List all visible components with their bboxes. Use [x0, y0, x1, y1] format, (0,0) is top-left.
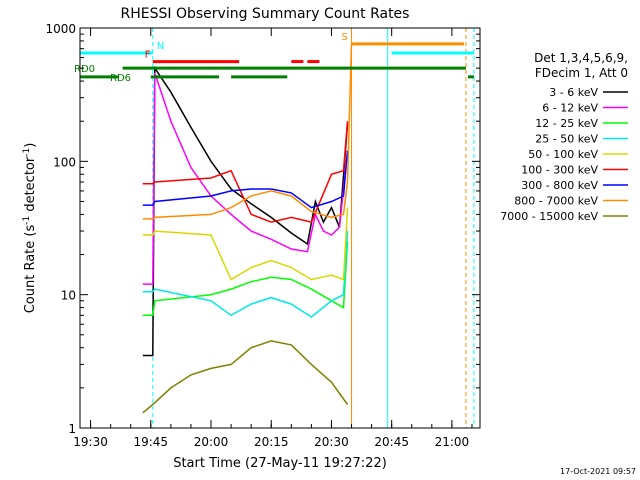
y-tick-label: 10	[61, 289, 76, 303]
x-axis-label: Start Time (27-May-11 19:27:22)	[173, 456, 387, 471]
y-tick-label: 100	[53, 155, 76, 169]
series-line-8	[142, 340, 349, 414]
series-line-5	[142, 121, 349, 223]
x-tick-label: 19:45	[133, 435, 168, 449]
flag-label-rd6: RD6	[110, 73, 131, 84]
y-tick-label: 1	[68, 422, 76, 436]
x-tick-label: 20:15	[254, 435, 289, 449]
flag-label-n: N	[157, 41, 164, 52]
legend-header-line-2: FDecim 1, Att 0	[535, 66, 628, 80]
x-tick-label: 20:00	[194, 435, 229, 449]
legend: Det 1,3,4,5,6,9, FDecim 1, Att 0 3 - 6 k…	[500, 51, 628, 223]
series-line-6	[142, 150, 349, 209]
y-axis-label: Count Rate (s-1 detector-1)	[22, 143, 38, 314]
chart-title: RHESSI Observing Summary Count Rates	[121, 6, 410, 22]
plot-area: NF S RD0 RD6	[74, 28, 475, 428]
legend-label: 25 - 50 keV	[535, 133, 598, 146]
y-tick-label: 1000	[45, 22, 76, 36]
flag-label-s: S	[342, 32, 348, 43]
flag-label-rd0: RD0	[74, 64, 95, 75]
legend-label: 300 - 800 keV	[521, 179, 598, 192]
legend-label: 6 - 12 keV	[542, 102, 598, 115]
series-line-3	[142, 231, 349, 318]
flag-label-f: F	[145, 50, 151, 61]
series-line-0	[142, 65, 349, 357]
x-tick-label: 21:00	[435, 435, 470, 449]
series-line-7	[142, 43, 353, 220]
series-line-4	[142, 207, 349, 281]
plot-frame	[79, 27, 481, 429]
legend-label: 800 - 7000 keV	[514, 195, 598, 208]
x-tick-label: 20:45	[374, 435, 409, 449]
x-tick-label: 19:30	[73, 435, 108, 449]
legend-label: 3 - 6 keV	[549, 86, 598, 99]
x-tick-label: 20:30	[314, 435, 349, 449]
legend-label: 12 - 25 keV	[535, 117, 598, 130]
legend-header-line-1: Det 1,3,4,5,6,9,	[534, 51, 628, 65]
legend-label: 7000 - 15000 keV	[500, 210, 598, 223]
legend-label: 100 - 300 keV	[521, 164, 598, 177]
legend-label: 50 - 100 keV	[528, 148, 598, 161]
footer-stamp: 17-Oct-2021 09:57	[560, 467, 636, 476]
series-line-2	[142, 241, 349, 317]
axis-ticks: 19:30 19:45 20:00 20:15 20:30 20:45 21:00 1000 1…	[45, 22, 480, 449]
series-line-1	[142, 72, 349, 285]
